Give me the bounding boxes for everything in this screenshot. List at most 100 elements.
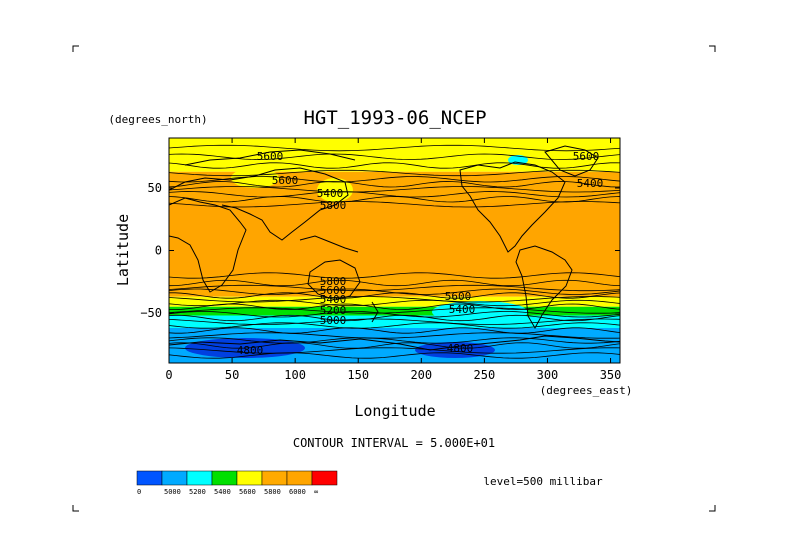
contour-label: 4800 — [447, 342, 474, 355]
x-tick-label: 350 — [600, 368, 622, 382]
band-5 — [169, 275, 620, 288]
colorbar-label: 5400 — [214, 488, 231, 496]
contour-line-25 — [169, 337, 620, 344]
colorbar-swatch — [186, 470, 213, 486]
y-axis-label: Latitude — [114, 214, 132, 286]
contour-line-14 — [169, 292, 620, 299]
contour-label: 5600 — [573, 150, 600, 163]
y-axis-ticks: 50 0 −50 — [140, 181, 620, 320]
contour-lines — [169, 144, 620, 359]
contour-line-10 — [169, 272, 620, 279]
crop-mark-bottom-right — [709, 505, 716, 512]
contour-line-24 — [169, 332, 620, 339]
contour-line-20 — [169, 314, 620, 322]
colorbar-swatch — [236, 470, 263, 486]
contour-line-0 — [169, 144, 620, 152]
y-axis-units: (degrees_north) — [108, 113, 207, 126]
contour-label: 5600 — [272, 174, 299, 187]
contour-line-9 — [169, 201, 620, 208]
contour-value-labels: 5600560054005600540058005800560054005200… — [237, 150, 604, 357]
colorbar-swatch — [311, 470, 338, 486]
colorbar-label: 6000 — [289, 488, 306, 496]
colorbar-label: 5000 — [164, 488, 181, 496]
contour-line-12 — [169, 284, 620, 292]
contour-line-28 — [169, 352, 620, 359]
coastline-eurasia — [169, 167, 349, 241]
contour-label: 4800 — [237, 344, 264, 357]
x-tick-label: 250 — [474, 368, 496, 382]
colorbar-label: ∞ — [314, 488, 318, 496]
coastline-africa — [169, 197, 247, 293]
plot-area — [169, 138, 620, 363]
colorbar-swatch — [136, 470, 163, 486]
colorbar-label: 5200 — [189, 488, 206, 496]
crop-mark-top-left — [72, 45, 79, 52]
band-0 — [169, 138, 620, 151]
contour-label: 5800 — [320, 275, 347, 288]
coastline-australia — [307, 259, 361, 301]
contour-line-22 — [169, 322, 620, 329]
colorbar-label: 5800 — [264, 488, 281, 496]
colorbar-swatch — [261, 470, 288, 486]
contour-line-8 — [169, 196, 620, 203]
band-7 — [169, 296, 620, 307]
colorbar-swatch — [211, 470, 238, 486]
coastline-arctic-eurasia — [184, 149, 356, 166]
chart-title: HGT_1993-06_NCEP — [303, 107, 486, 129]
contour-label: 5400 — [320, 293, 347, 306]
colorbar-label: 5600 — [239, 488, 256, 496]
x-tick-label: 0 — [165, 368, 172, 382]
low-region-antarctic-east — [415, 342, 495, 358]
colorbar-swatch — [161, 470, 188, 486]
colorbar-label: 0 — [137, 488, 141, 496]
coastline-north-america — [459, 161, 566, 253]
x-tick-label: 150 — [347, 368, 369, 382]
contour-line-21 — [169, 318, 620, 325]
coastline-islands — [299, 235, 379, 323]
contour-label: 5400 — [449, 303, 476, 316]
crop-mark-bottom-left — [72, 505, 79, 512]
x-axis-ticks: 0 50 100 150 200 250 300 350 — [165, 138, 621, 382]
crop-marks — [72, 45, 716, 512]
y-tick-label: 50 — [148, 181, 162, 195]
coastline-greenland — [544, 145, 599, 177]
contour-line-2 — [169, 162, 620, 169]
contour-interval-text: CONTOUR INTERVAL = 5.000E+01 — [293, 436, 495, 450]
band-8 — [169, 306, 620, 316]
contour-line-23 — [169, 327, 620, 334]
contour-line-19 — [169, 311, 620, 318]
contour-line-18 — [169, 307, 620, 314]
crop-mark-top-right — [709, 45, 716, 52]
contour-label: 5600 — [257, 150, 284, 163]
colorbar-swatch — [286, 470, 313, 486]
level-text: level=500 millibar — [483, 475, 603, 488]
contour-label: 5400 — [317, 187, 344, 200]
color-bands — [169, 138, 620, 363]
contour-line-6 — [169, 186, 620, 193]
coastline-south-america — [515, 245, 573, 330]
x-tick-label: 200 — [410, 368, 432, 382]
low-region-south-pacific — [432, 301, 528, 323]
contour-label: 5800 — [320, 199, 347, 212]
contour-line-5 — [169, 181, 620, 188]
x-tick-label: 100 — [284, 368, 306, 382]
contour-line-27 — [169, 347, 620, 354]
contour-label: 5200 — [320, 304, 347, 317]
x-tick-label: 50 — [225, 368, 239, 382]
contour-line-16 — [169, 299, 620, 307]
contour-label: 5600 — [445, 290, 472, 303]
x-axis-label: Longitude — [354, 402, 435, 420]
band-2 — [169, 171, 620, 188]
y-tick-label: 0 — [155, 244, 162, 258]
x-axis-units: (degrees_east) — [540, 384, 633, 397]
contour-label: 5600 — [320, 284, 347, 297]
band-4 — [169, 203, 620, 276]
contour-line-11 — [169, 279, 620, 287]
high-region-pacific — [317, 178, 353, 202]
contour-label: 5400 — [577, 177, 604, 190]
contour-label: 5000 — [320, 314, 347, 327]
band-1 — [169, 150, 620, 172]
coastline-antarctica — [169, 335, 620, 351]
colorbar: 0 5000 5200 5400 5600 5800 6000 ∞ — [136, 470, 338, 496]
